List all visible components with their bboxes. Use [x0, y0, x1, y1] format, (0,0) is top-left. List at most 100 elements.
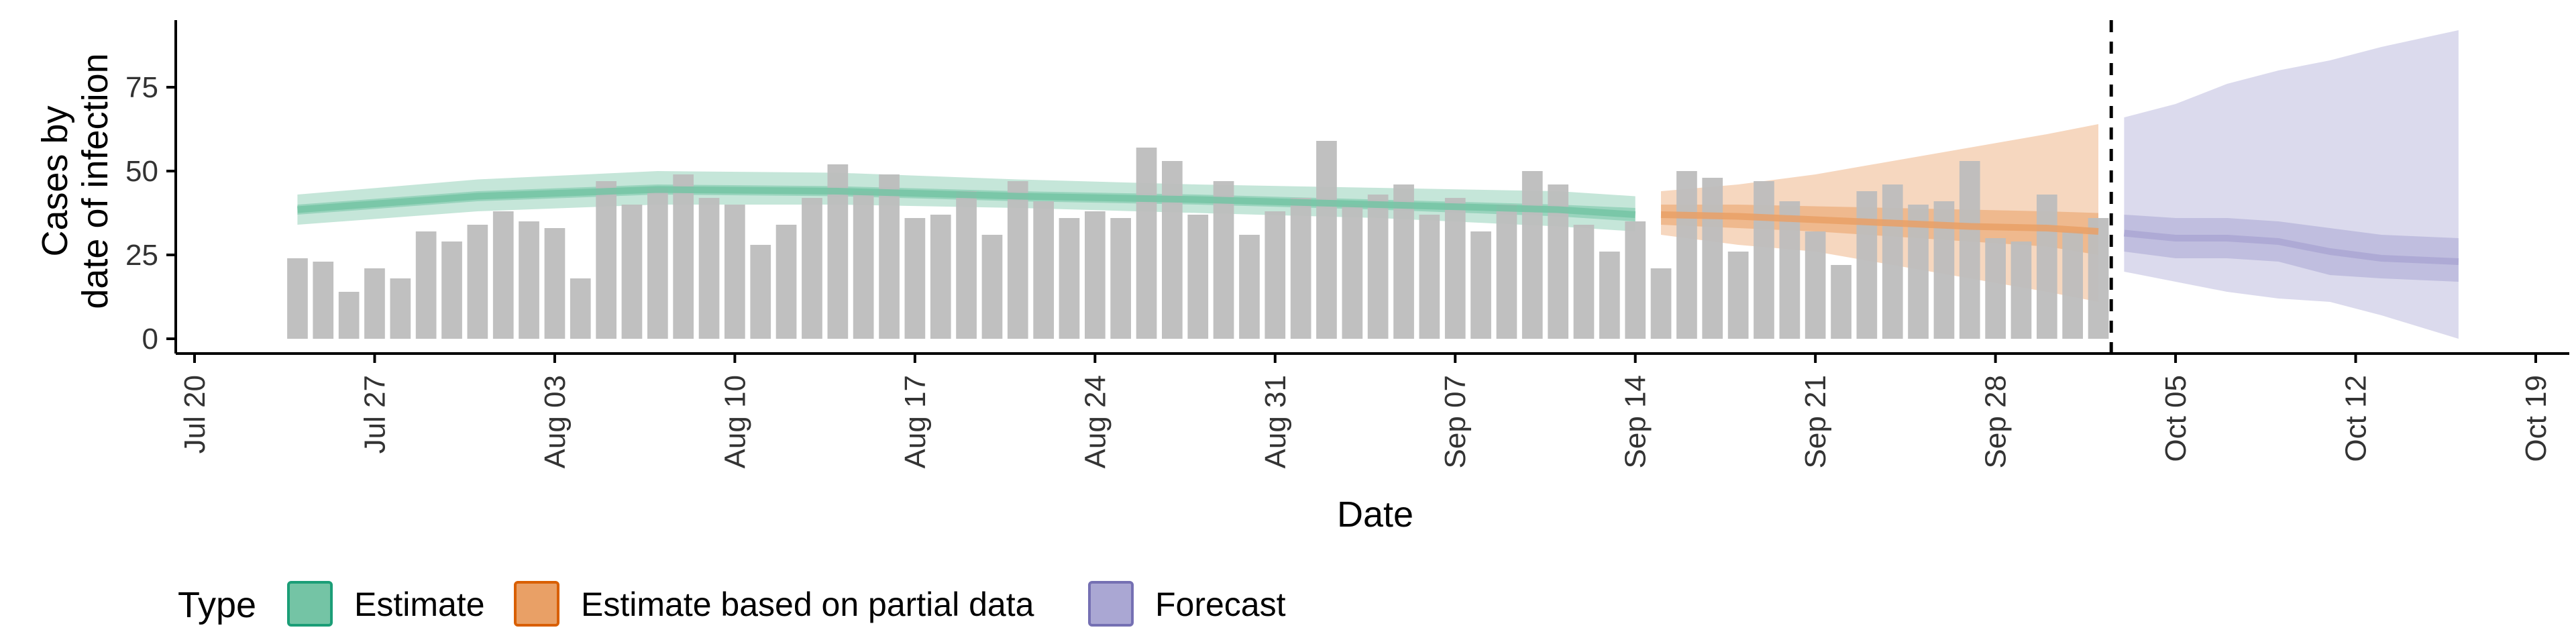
case-bar — [775, 225, 797, 339]
legend-key-partial — [514, 581, 559, 627]
case-bar — [1110, 218, 1131, 339]
case-bar — [853, 191, 874, 339]
case-bar — [1754, 181, 1774, 339]
case-bar — [724, 205, 745, 339]
legend-key-forecast — [1088, 581, 1134, 627]
case-bar — [544, 228, 566, 339]
legend: Type Estimate Estimate based on partial … — [178, 581, 1286, 627]
case-bar — [621, 205, 643, 339]
case-bar — [1856, 191, 1878, 339]
case-bar — [1959, 161, 1980, 339]
case-bar — [1136, 148, 1157, 339]
case-bar — [1316, 141, 1337, 339]
case-bar — [1444, 198, 1466, 339]
case-bar — [338, 292, 360, 339]
band-outer-forecast — [2124, 30, 2459, 339]
x-tick-label: Sep 21 — [1799, 375, 1832, 468]
case-bar — [1676, 171, 1697, 339]
case-bar — [1265, 211, 1286, 339]
case-bar — [1650, 268, 1672, 339]
band-inner-forecast — [2124, 215, 2459, 282]
x-tick-label: Oct 12 — [2340, 375, 2373, 462]
legend-label-partial: Estimate based on partial data — [581, 586, 1034, 623]
case-bar — [904, 218, 926, 339]
case-bar — [1213, 181, 1234, 339]
case-bar — [519, 221, 539, 339]
median-line-forecast — [2123, 229, 2459, 265]
case-bar — [1521, 171, 1543, 339]
case-bar — [1779, 201, 1801, 339]
bars-layer — [287, 141, 2109, 339]
case-bar — [647, 188, 668, 339]
case-bar — [492, 211, 514, 339]
case-bar — [1033, 201, 1054, 339]
case-bar — [570, 278, 591, 339]
case-bar — [1805, 231, 1826, 339]
case-bar — [879, 174, 900, 339]
case-bar — [1882, 184, 1903, 339]
case-bar — [1985, 238, 2006, 339]
case-bar — [802, 198, 822, 339]
x-tick-label: Sep 07 — [1439, 375, 1472, 468]
case-bar — [1599, 252, 1620, 339]
median-line-estimate-based-on-partial-data — [1660, 211, 2099, 235]
x-tick-label: Jul 20 — [178, 375, 211, 453]
y-tick-label: 25 — [125, 239, 158, 272]
case-bar — [313, 262, 334, 339]
case-bar — [956, 191, 977, 339]
y-tick-label: 50 — [125, 155, 158, 188]
median-line-estimate — [297, 186, 1636, 218]
case-bar — [981, 235, 1003, 339]
case-bar — [1187, 215, 1209, 339]
case-bar — [1573, 225, 1595, 339]
case-bar — [1007, 181, 1028, 339]
case-bar — [1496, 205, 1517, 339]
x-tick-label: Sep 14 — [1619, 375, 1652, 468]
case-bar — [415, 231, 437, 339]
legend-key-estimate — [287, 581, 333, 627]
case-bar — [1085, 211, 1106, 339]
case-bar — [1162, 161, 1183, 339]
case-bar — [2088, 218, 2109, 339]
case-bar — [287, 258, 308, 339]
case-bar — [1393, 184, 1414, 339]
case-bar — [1239, 235, 1260, 339]
case-bar — [1470, 231, 1491, 339]
case-bar — [1702, 178, 1723, 339]
case-bar — [1625, 221, 1646, 339]
x-tick-label: Aug 24 — [1079, 375, 1112, 468]
legend-label-forecast: Forecast — [1155, 586, 1286, 623]
case-bar — [364, 268, 385, 339]
x-tick-label: Aug 17 — [899, 375, 932, 468]
case-bar — [441, 241, 462, 339]
case-bar — [2010, 241, 2032, 339]
x-tick-label: Aug 31 — [1259, 375, 1292, 468]
y-ticks: 0 25 50 75 — [125, 71, 176, 356]
case-bar — [2062, 231, 2083, 339]
legend-label-estimate: Estimate — [354, 586, 485, 623]
case-bar — [1059, 218, 1080, 339]
y-tick-label: 75 — [125, 71, 158, 104]
case-bar — [2037, 195, 2057, 339]
case-bar — [390, 278, 411, 339]
median-layer — [297, 186, 2459, 265]
case-bar — [1290, 198, 1311, 339]
case-bar — [930, 215, 951, 339]
case-bar — [596, 181, 616, 339]
case-bar — [698, 198, 720, 339]
y-tick-label: 0 — [142, 323, 158, 356]
legend-title: Type — [178, 585, 256, 625]
y-axis-title-line-2: date of infection — [75, 53, 115, 309]
case-bar — [673, 174, 694, 339]
x-tick-label: Aug 10 — [718, 375, 751, 468]
case-bar — [750, 245, 771, 339]
case-bar — [1831, 265, 1851, 339]
y-axis-title-line-1: Cases by — [35, 105, 75, 256]
case-bar — [1419, 215, 1440, 339]
x-tick-label: Aug 03 — [539, 375, 572, 468]
x-tick-label: Oct 05 — [2159, 375, 2192, 462]
x-tick-label: Oct 19 — [2520, 375, 2553, 462]
x-tick-label: Sep 28 — [1980, 375, 2012, 468]
y-axis-title: Cases by date of infection — [35, 53, 115, 309]
